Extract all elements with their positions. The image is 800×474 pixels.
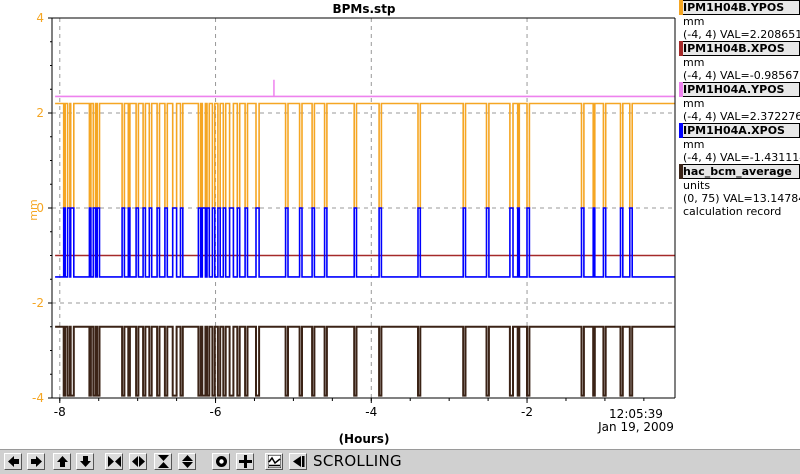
zoom-out-horizontal-icon bbox=[132, 456, 145, 467]
chart-title: BPMs.stp bbox=[332, 2, 395, 16]
zoom-in-horizontal-icon bbox=[108, 456, 121, 467]
legend-range-value: (-4, 4) VAL=2.208651 bbox=[683, 28, 800, 41]
legend-range-value: (-4, 4) VAL=-1.431114 bbox=[683, 151, 800, 164]
timestamp-time: 12:05:39 bbox=[609, 407, 663, 421]
x-tick-label: -8 bbox=[54, 405, 66, 419]
scroll-down-button[interactable] bbox=[76, 453, 94, 470]
play-back-icon bbox=[293, 456, 305, 467]
x-tick-label: -6 bbox=[210, 405, 222, 419]
legend-name-box[interactable]: hac_bcm_average bbox=[679, 164, 800, 179]
legend-name: IPM1H04A.YPOS bbox=[683, 83, 785, 96]
legend-swatch bbox=[679, 164, 683, 179]
legend-swatch bbox=[679, 82, 683, 97]
play-back-button[interactable] bbox=[289, 453, 307, 470]
legend-units: units bbox=[683, 179, 711, 192]
x-axis-label: (Hours) bbox=[339, 432, 390, 446]
series-line-hac_bcm_average bbox=[55, 325, 675, 397]
series-layer bbox=[55, 79, 675, 397]
timestamp-date: Jan 19, 2009 bbox=[597, 420, 674, 434]
scroll-left-button[interactable] bbox=[4, 453, 22, 470]
scroll-right-button[interactable] bbox=[27, 453, 45, 470]
legend-entry[interactable]: IPM1H04A.XPOS mm (-4, 4) VAL=-1.431114 bbox=[679, 123, 800, 164]
legend-units: mm bbox=[683, 138, 705, 151]
legend-entry[interactable]: hac_bcm_average units (0, 75) VAL=13.147… bbox=[679, 164, 800, 218]
legend-name: hac_bcm_average bbox=[683, 165, 792, 178]
legend-swatch bbox=[679, 0, 683, 15]
legend-swatch bbox=[679, 41, 683, 56]
crosshair-icon bbox=[239, 455, 252, 468]
y-tick-label: 2 bbox=[36, 106, 44, 120]
legend-range-value: (0, 75) VAL=13.147845 bbox=[683, 192, 800, 205]
arrow-up-icon bbox=[57, 456, 68, 467]
arrow-down-icon bbox=[80, 456, 91, 467]
series-line-IPM1H04A.XPOS bbox=[55, 207, 675, 278]
legend-swatch bbox=[679, 123, 683, 138]
arrow-left-icon bbox=[8, 456, 19, 467]
axes: -4 -2 0 2 4 -8 -6 -4 -2 bbox=[32, 11, 676, 419]
legend-entry[interactable]: IPM1H04A.YPOS mm (-4, 4) VAL=2.372276 bbox=[679, 82, 800, 123]
legend-name-box[interactable]: IPM1H04A.XPOS bbox=[679, 123, 800, 138]
y-tick-label: 4 bbox=[36, 11, 44, 25]
zoom-out-x-button[interactable] bbox=[129, 453, 147, 470]
status-label: SCROLLING bbox=[313, 452, 402, 470]
legend-name: IPM1H04B.XPOS bbox=[683, 42, 785, 55]
legend-units: mm bbox=[683, 97, 705, 110]
legend-entry[interactable]: IPM1H04B.YPOS mm (-4, 4) VAL=2.208651 bbox=[679, 0, 800, 41]
target-icon bbox=[216, 456, 227, 467]
stack-button[interactable] bbox=[265, 453, 283, 470]
legend-range-value: (-4, 4) VAL=-0.985676 bbox=[683, 69, 800, 82]
series-line-IPM1H04B.YPOS bbox=[55, 102, 675, 209]
legend-name-box[interactable]: IPM1H04B.XPOS bbox=[679, 41, 800, 56]
scroll-up-button[interactable] bbox=[53, 453, 71, 470]
y-tick-label: -4 bbox=[32, 391, 44, 405]
x-tick-label: -2 bbox=[521, 405, 533, 419]
arrow-right-icon bbox=[31, 456, 42, 467]
y-axis-label: mm bbox=[27, 199, 40, 220]
legend-name-box[interactable]: IPM1H04B.YPOS bbox=[679, 0, 800, 15]
y-tick-label: 0 bbox=[36, 201, 44, 215]
legend-units: mm bbox=[683, 15, 705, 28]
legend-range-value: (-4, 4) VAL=2.372276 bbox=[683, 110, 800, 123]
zoom-out-vertical-icon bbox=[182, 455, 193, 468]
toolbar: SCROLLING bbox=[0, 449, 800, 474]
zoom-out-y-button[interactable] bbox=[178, 453, 196, 470]
zoom-in-vertical-icon bbox=[158, 455, 169, 468]
legend-name: IPM1H04A.XPOS bbox=[683, 124, 785, 137]
legend-units: mm bbox=[683, 56, 705, 69]
x-tick-label: -4 bbox=[365, 405, 377, 419]
center-button[interactable] bbox=[236, 453, 254, 470]
zoom-in-y-button[interactable] bbox=[154, 453, 172, 470]
legend-name: IPM1H04B.YPOS bbox=[683, 1, 785, 14]
zoom-in-x-button[interactable] bbox=[105, 453, 123, 470]
y-tick-label: -2 bbox=[32, 296, 44, 310]
legend-extra: calculation record bbox=[683, 205, 782, 218]
autoscale-button[interactable] bbox=[212, 453, 230, 470]
legend-name-box[interactable]: IPM1H04A.YPOS bbox=[679, 82, 800, 97]
legend: IPM1H04B.YPOS mm (-4, 4) VAL=2.208651 IP… bbox=[679, 0, 800, 218]
legend-entry[interactable]: IPM1H04B.XPOS mm (-4, 4) VAL=-0.985676 bbox=[679, 41, 800, 82]
stack-icon bbox=[268, 455, 281, 468]
plot-area[interactable]: BPMs.stp mm -4 -2 0 2 4 -8 -6 -4 -2 (Hours) 12:0… bbox=[0, 0, 679, 449]
